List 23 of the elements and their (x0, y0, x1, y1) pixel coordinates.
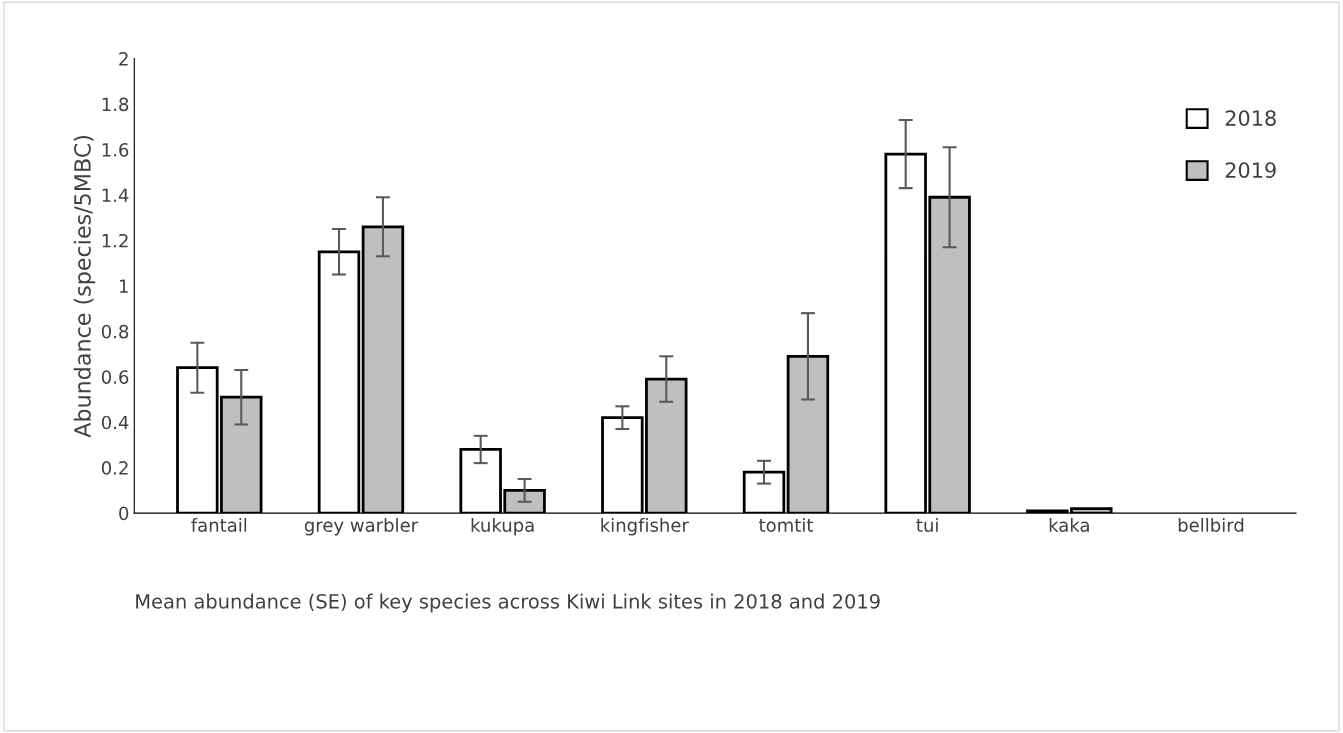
y-tick-label: 0.4 (101, 415, 129, 430)
x-tick-label: kukupa (471, 517, 534, 536)
x-tick-label: grey warbler (304, 517, 419, 536)
y-tick-label: 1.6 (102, 142, 129, 157)
x-tick-label: kingfisher (601, 517, 689, 536)
y-axis-title: Abundance (species/5MBC) (73, 135, 96, 438)
legend-label: 2019 (1225, 162, 1276, 178)
x-tick-label: fantail (191, 517, 247, 532)
y-tick-label: 0.2 (101, 461, 128, 475)
y-tick-label: 1.8 (102, 97, 129, 112)
text: Mean abundance (SE) of key species across Kiwi Link sites in 2018 and 2019 (136, 593, 880, 613)
y-tick-label: 2 (119, 52, 128, 66)
y-tick-label: 1.4 (102, 188, 129, 202)
legend-label: 2018 (1225, 110, 1276, 126)
x-tick-label: tomtit (759, 517, 813, 532)
x-tick-label: tui (916, 517, 938, 532)
y-tick-label: 1 (119, 279, 128, 293)
x-tick-label: kaka (1049, 517, 1089, 532)
y-tick-label: 0.6 (101, 370, 129, 384)
y-tick-label: 0.8 (101, 324, 129, 339)
x-tick-label: bellbird (1178, 517, 1244, 532)
y-tick-label: 0 (119, 506, 129, 521)
y-tick-label: 1.2 (102, 233, 128, 248)
